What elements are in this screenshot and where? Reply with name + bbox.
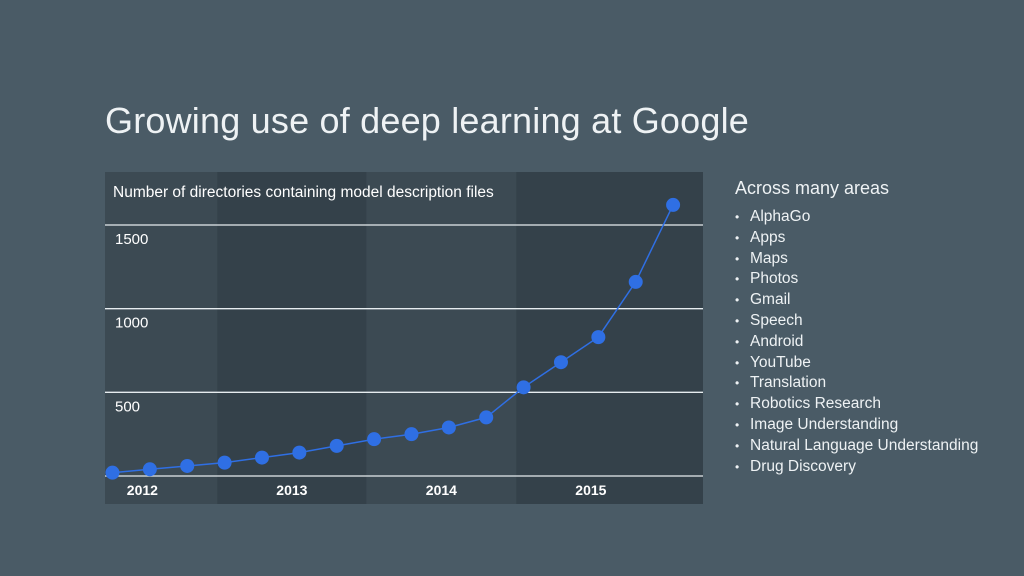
x-tick-label: 2013 xyxy=(276,482,307,498)
line-chart: Number of directories containing model d… xyxy=(105,172,703,504)
data-point xyxy=(553,355,568,370)
slide-title: Growing use of deep learning at Google xyxy=(105,100,750,141)
areas-list: AlphaGoAppsMapsPhotosGmailSpeechAndroidY… xyxy=(735,207,1005,477)
area-item: Photos xyxy=(735,269,1005,290)
data-point xyxy=(404,427,419,442)
area-item: Maps xyxy=(735,249,1005,270)
area-item: Translation xyxy=(735,373,1005,394)
chart-title: Number of directories containing model d… xyxy=(113,184,494,201)
year-band xyxy=(366,172,517,504)
areas-heading: Across many areas xyxy=(735,178,890,198)
series-line xyxy=(112,204,674,474)
data-point xyxy=(441,420,456,435)
data-point xyxy=(292,445,307,460)
data-point xyxy=(628,274,643,289)
data-point xyxy=(479,410,494,425)
areas-panel: Across many areas AlphaGoAppsMapsPhotosG… xyxy=(735,178,1005,477)
y-tick-label: 500 xyxy=(115,398,140,415)
data-point xyxy=(516,380,531,395)
area-item: Speech xyxy=(735,311,1005,332)
data-point xyxy=(329,438,344,453)
data-point xyxy=(591,330,606,345)
area-item: Android xyxy=(735,332,1005,353)
year-band xyxy=(105,172,218,504)
data-point xyxy=(666,197,681,212)
year-band xyxy=(516,172,703,504)
x-tick-label: 2015 xyxy=(575,482,606,498)
area-item: Apps xyxy=(735,228,1005,249)
area-item: Drug Discovery xyxy=(735,457,1005,478)
data-point xyxy=(367,432,382,447)
area-item: AlphaGo xyxy=(735,207,1005,228)
data-point xyxy=(105,465,120,480)
data-point xyxy=(217,455,232,470)
data-point xyxy=(142,462,157,477)
area-item: Robotics Research xyxy=(735,394,1005,415)
area-item: Image Understanding xyxy=(735,415,1005,436)
x-tick-label: 2012 xyxy=(127,482,158,498)
data-point xyxy=(254,450,269,465)
y-tick-label: 1500 xyxy=(115,231,148,248)
data-point xyxy=(180,458,195,473)
chart-panel: Number of directories containing model d… xyxy=(105,172,703,504)
x-tick-label: 2014 xyxy=(426,482,457,498)
y-tick-label: 1000 xyxy=(115,315,148,332)
area-item: YouTube xyxy=(735,353,1005,374)
area-item: Natural Language Understanding xyxy=(735,436,1005,457)
area-item: Gmail xyxy=(735,290,1005,311)
